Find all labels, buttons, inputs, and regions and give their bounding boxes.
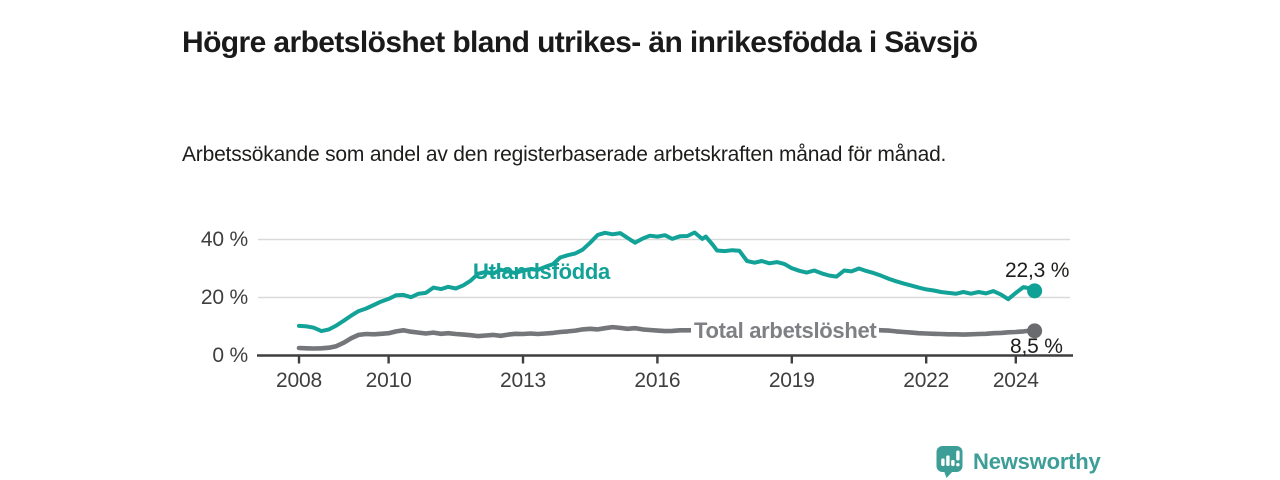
x-tick-label: 2010 [365,369,412,392]
series-line-utlandsfodda [297,230,1037,334]
end-dot-utlandsfodda [1027,283,1043,299]
x-tick-label: 2016 [634,369,681,392]
end-dot-total [1027,323,1043,339]
end-value-utlandsfodda: 22,3 % [1005,259,1070,282]
x-tick-label: 2008 [276,369,322,392]
end-value-total-arbetsloshet: 8,5 % [1010,335,1063,358]
x-tick-label: 2022 [903,369,950,392]
y-tick-label: 0 % [212,343,248,367]
chart-subtitle: Arbetssökande som andel av den registerb… [182,143,947,166]
newsworthy-logo-icon [936,445,963,478]
x-tick-label: 2013 [500,369,546,392]
x-tick-label: 2024 [992,369,1039,392]
y-tick-label: 40 % [200,227,248,251]
y-tick-label: 20 % [200,285,248,309]
newsworthy-brand-text: Newsworthy [973,448,1101,474]
series-line-total [296,324,1037,351]
page-title: Högre arbetslöshet bland utrikes- än inr… [182,26,978,60]
newsworthy-brand-link[interactable]: Newsworthy [936,445,1101,478]
series-label-utlandsfodda: Utlandsfödda [473,259,610,284]
series-label-total-arbetsloshet: Total arbetslöshet [691,318,880,344]
x-tick-label: 2019 [768,369,815,392]
